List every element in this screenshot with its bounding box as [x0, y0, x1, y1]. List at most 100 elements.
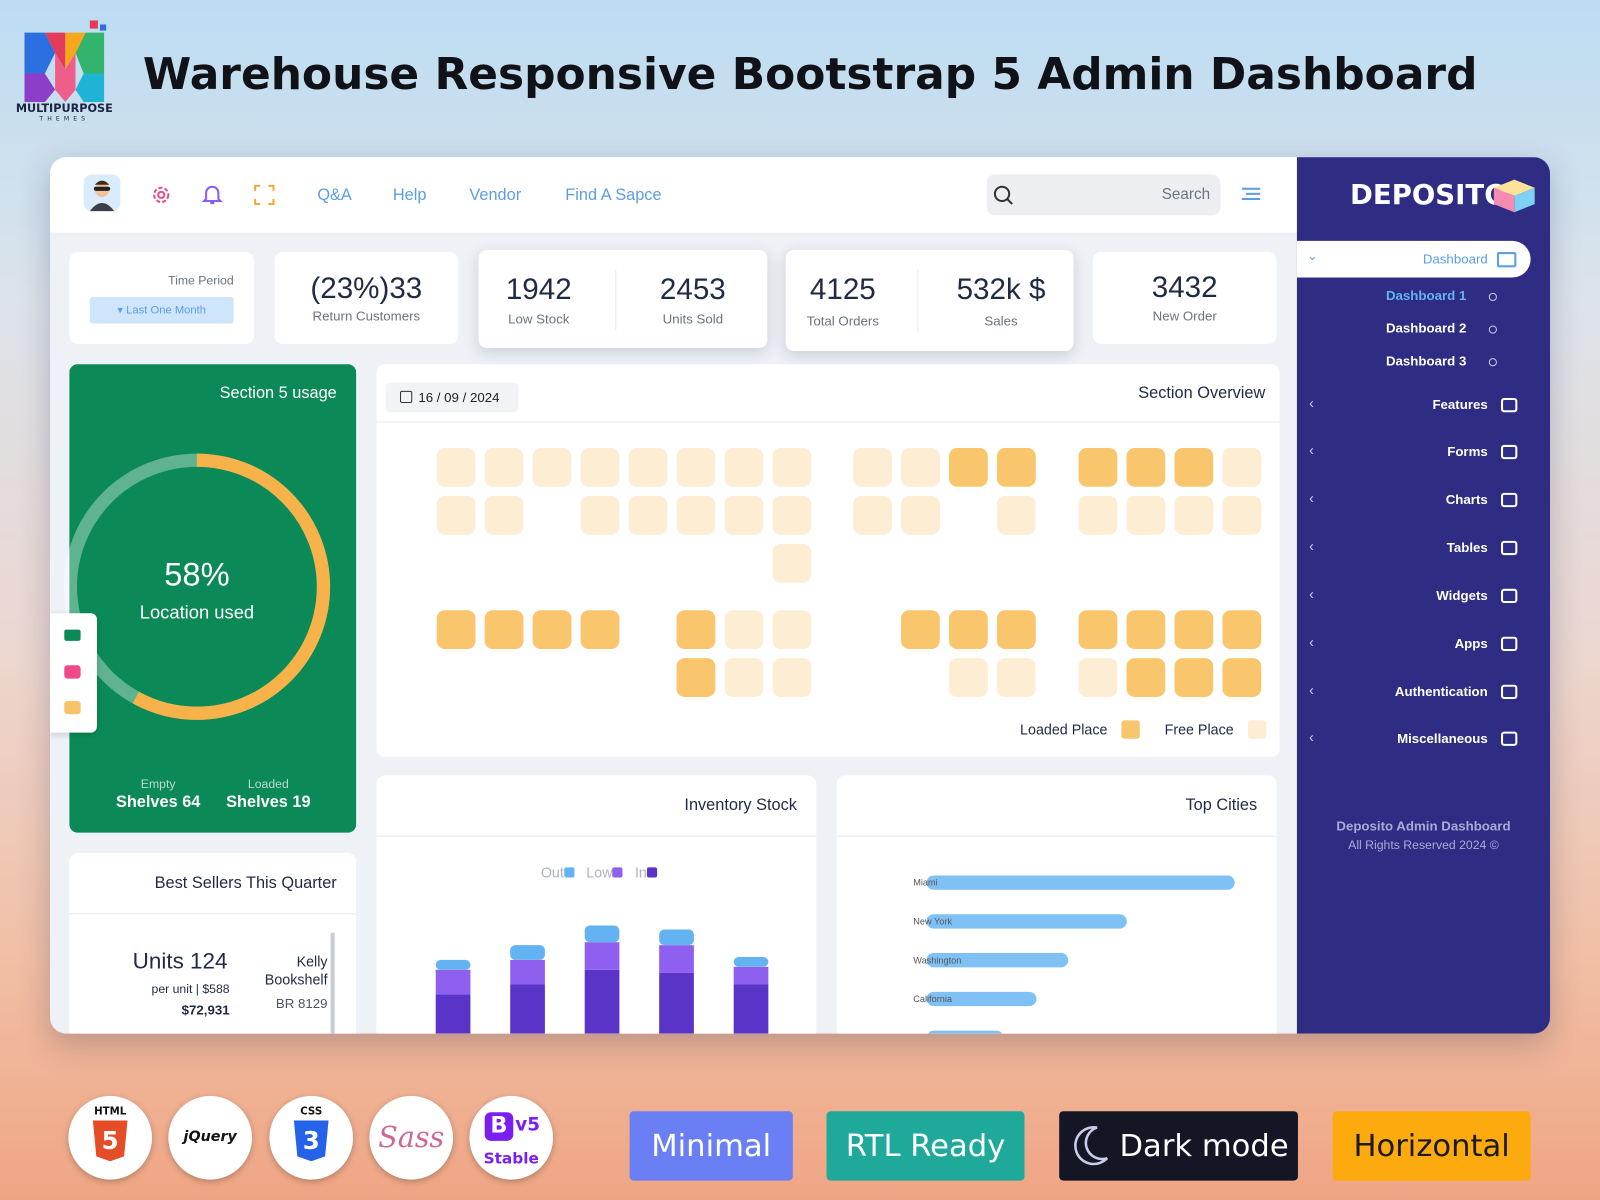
- free-slot[interactable]: [901, 447, 940, 487]
- loaded-slot[interactable]: [532, 610, 572, 649]
- loaded-slot[interactable]: [580, 610, 620, 649]
- stat-card: Time Period ▾ Last One Month: [69, 252, 255, 344]
- free-slot[interactable]: [676, 447, 716, 487]
- fullscreen-icon[interactable]: [254, 184, 275, 206]
- free-slot[interactable]: [772, 447, 812, 487]
- decoration: [836, 835, 1277, 837]
- free-slot[interactable]: [948, 658, 988, 697]
- nav-link[interactable]: Q&A: [317, 186, 352, 205]
- stat-label: Total Orders: [806, 313, 879, 329]
- loaded-slot[interactable]: [948, 447, 988, 487]
- free-slot[interactable]: [1078, 495, 1118, 535]
- free-slot[interactable]: [1174, 495, 1214, 535]
- free-slot[interactable]: [1126, 495, 1166, 535]
- active-menu[interactable]: ⌄ Dashboard: [1296, 240, 1531, 278]
- free-slot[interactable]: [996, 658, 1036, 697]
- decoration: [89, 180, 115, 212]
- date-picker[interactable]: 16 / 09 / 2024: [385, 382, 519, 413]
- loaded-slot[interactable]: [1174, 610, 1214, 649]
- free-slot[interactable]: [580, 495, 620, 535]
- loaded-slot[interactable]: [436, 610, 476, 649]
- bar-segment: [659, 929, 694, 946]
- free-slot[interactable]: [1222, 495, 1262, 535]
- free-slot[interactable]: [676, 495, 716, 535]
- stat-value: 1942: [505, 273, 572, 307]
- donut-label: Location used: [139, 602, 255, 623]
- bar-segment: [435, 994, 471, 1034]
- loaded-slot[interactable]: [996, 610, 1036, 649]
- loaded-slot[interactable]: [1174, 658, 1214, 697]
- bar-segment: [510, 959, 545, 985]
- loaded-slot[interactable]: [1078, 610, 1118, 649]
- badge-note: Stable: [483, 1148, 539, 1168]
- card-title: Section Overview: [1138, 384, 1266, 403]
- menu-item[interactable]: Forms: [1447, 443, 1488, 460]
- submenu-item[interactable]: Dashboard 3: [1385, 353, 1467, 369]
- free-slot[interactable]: [628, 495, 668, 535]
- avatar[interactable]: [83, 174, 121, 212]
- free-slot[interactable]: [996, 495, 1036, 535]
- submenu-item[interactable]: Dashboard 1: [1385, 287, 1467, 304]
- free-slot[interactable]: [724, 610, 764, 649]
- free-slot[interactable]: [484, 495, 524, 535]
- loaded-slot[interactable]: [1126, 658, 1166, 697]
- free-slot[interactable]: [772, 543, 812, 583]
- free-slot[interactable]: [724, 447, 764, 487]
- free-slot[interactable]: [772, 610, 812, 649]
- stat-card: 3432 New Order: [1092, 252, 1277, 344]
- sidebar-logo[interactable]: DEPOSITO: [1349, 179, 1508, 212]
- menu-item[interactable]: Widgets: [1436, 587, 1488, 604]
- free-slot[interactable]: [532, 447, 572, 487]
- free-slot[interactable]: [1222, 447, 1262, 487]
- menu-item[interactable]: Apps: [1454, 635, 1488, 652]
- loaded-slot[interactable]: [1078, 447, 1118, 487]
- free-slot[interactable]: [724, 495, 764, 535]
- free-slot[interactable]: [853, 495, 892, 535]
- legend-swatch: [612, 867, 623, 878]
- free-slot[interactable]: [436, 495, 476, 535]
- menu-item[interactable]: Charts: [1445, 491, 1488, 508]
- nav-link[interactable]: Vendor: [469, 186, 522, 205]
- free-slot[interactable]: [772, 658, 812, 697]
- nav-link[interactable]: Help: [392, 186, 427, 205]
- free-slot[interactable]: [484, 447, 524, 487]
- nav-link[interactable]: Find A Sapce: [565, 186, 662, 205]
- loaded-slot[interactable]: [901, 610, 940, 649]
- loaded-slot[interactable]: [484, 610, 524, 649]
- free-slot[interactable]: [853, 447, 892, 487]
- settings-icon[interactable]: [150, 184, 172, 206]
- decoration: [157, 190, 166, 199]
- menu-item[interactable]: Miscellaneous: [1397, 730, 1488, 746]
- menu-item[interactable]: Authentication: [1394, 683, 1488, 699]
- bar-segment: [510, 984, 545, 1034]
- decoration: [1074, 1125, 1109, 1166]
- search-box[interactable]: Search: [986, 174, 1221, 216]
- loaded-slot[interactable]: [1126, 610, 1166, 649]
- loaded-slot[interactable]: [1126, 447, 1166, 487]
- menu-chevron: ‹: [1309, 633, 1314, 650]
- loaded-slot[interactable]: [1222, 610, 1262, 649]
- menu-item[interactable]: Features: [1432, 396, 1488, 413]
- free-slot[interactable]: [901, 495, 940, 535]
- menu-toggle[interactable]: [1241, 187, 1261, 203]
- free-slot[interactable]: [436, 447, 476, 487]
- submenu-item[interactable]: Dashboard 2: [1385, 320, 1467, 336]
- period-button[interactable]: ▾ Last One Month: [89, 296, 234, 324]
- loaded-slot[interactable]: [1174, 447, 1214, 487]
- loaded-slot[interactable]: [1222, 658, 1262, 697]
- bar: [926, 991, 1037, 1007]
- decoration: [69, 913, 357, 915]
- free-slot[interactable]: [580, 447, 620, 487]
- menu-item[interactable]: Tables: [1446, 539, 1488, 556]
- loaded-slot[interactable]: [676, 610, 716, 649]
- loaded-slot[interactable]: [676, 658, 716, 697]
- loaded-slot[interactable]: [948, 610, 988, 649]
- decoration: [94, 180, 110, 185]
- free-slot[interactable]: [772, 495, 812, 535]
- loaded-slot[interactable]: [996, 447, 1036, 487]
- decoration: [1241, 187, 1261, 200]
- free-slot[interactable]: [1078, 658, 1118, 697]
- free-slot[interactable]: [628, 447, 668, 487]
- notification-icon[interactable]: [201, 183, 223, 207]
- free-slot[interactable]: [724, 658, 764, 697]
